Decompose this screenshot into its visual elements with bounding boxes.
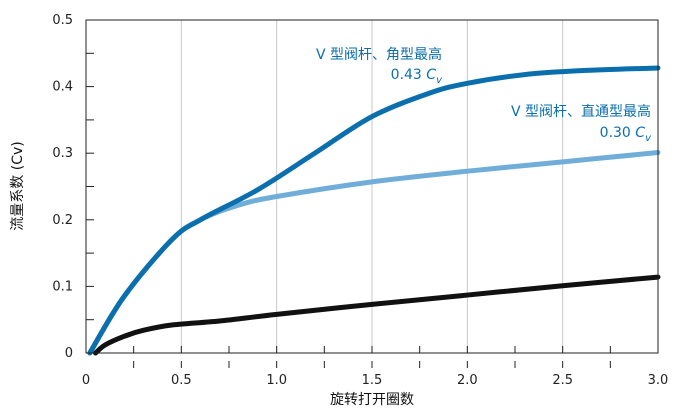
x-tick-label: 2.5 (552, 373, 573, 388)
y-tick-label: 0.1 (52, 279, 73, 294)
annotation-straight-max-value: 0.30 Cv (600, 125, 652, 144)
annotation-angle-max: V 型阀杆、角型最高 0.43 Cv (316, 46, 443, 86)
x-axis-title: 旋转打开圈数 (330, 391, 414, 408)
x-tick-label: 0.5 (171, 373, 192, 388)
annotation-angle-max-value: 0.43 Cv (391, 67, 443, 86)
series-line-2 (93, 274, 661, 356)
annotation-straight-max: V 型阀杆、直通型最高 0.30 Cv (511, 103, 652, 144)
y-tick-label: 0.2 (52, 213, 73, 228)
y-tick-label: 0.3 (52, 146, 73, 161)
x-tick-label: 1.0 (266, 373, 287, 388)
axis-ticks (86, 52, 611, 368)
annotation-angle-max-title: V 型阀杆、角型最高 (316, 46, 442, 63)
x-tick-label: 2.0 (457, 373, 478, 388)
annotation-straight-max-title: V 型阀杆、直通型最高 (511, 103, 651, 120)
y-tick-label: 0.5 (52, 13, 73, 28)
series-line-0 (87, 65, 661, 356)
x-tick-label: 3.0 (648, 373, 669, 388)
x-tick-label: 0 (82, 373, 90, 388)
tick-labels: 0 0.5 1.0 1.5 2.0 2.5 3.0 0 0.1 0.2 0.3 0.4 0.5 (52, 13, 668, 388)
y-tick-label: 0 (65, 346, 73, 361)
x-tick-label: 1.5 (362, 373, 383, 388)
plot-area-frame (85, 19, 659, 354)
y-axis-title: 流量系数 (Cv) (10, 141, 26, 230)
y-tick-label: 0.4 (52, 80, 73, 95)
series-lines (87, 65, 661, 356)
